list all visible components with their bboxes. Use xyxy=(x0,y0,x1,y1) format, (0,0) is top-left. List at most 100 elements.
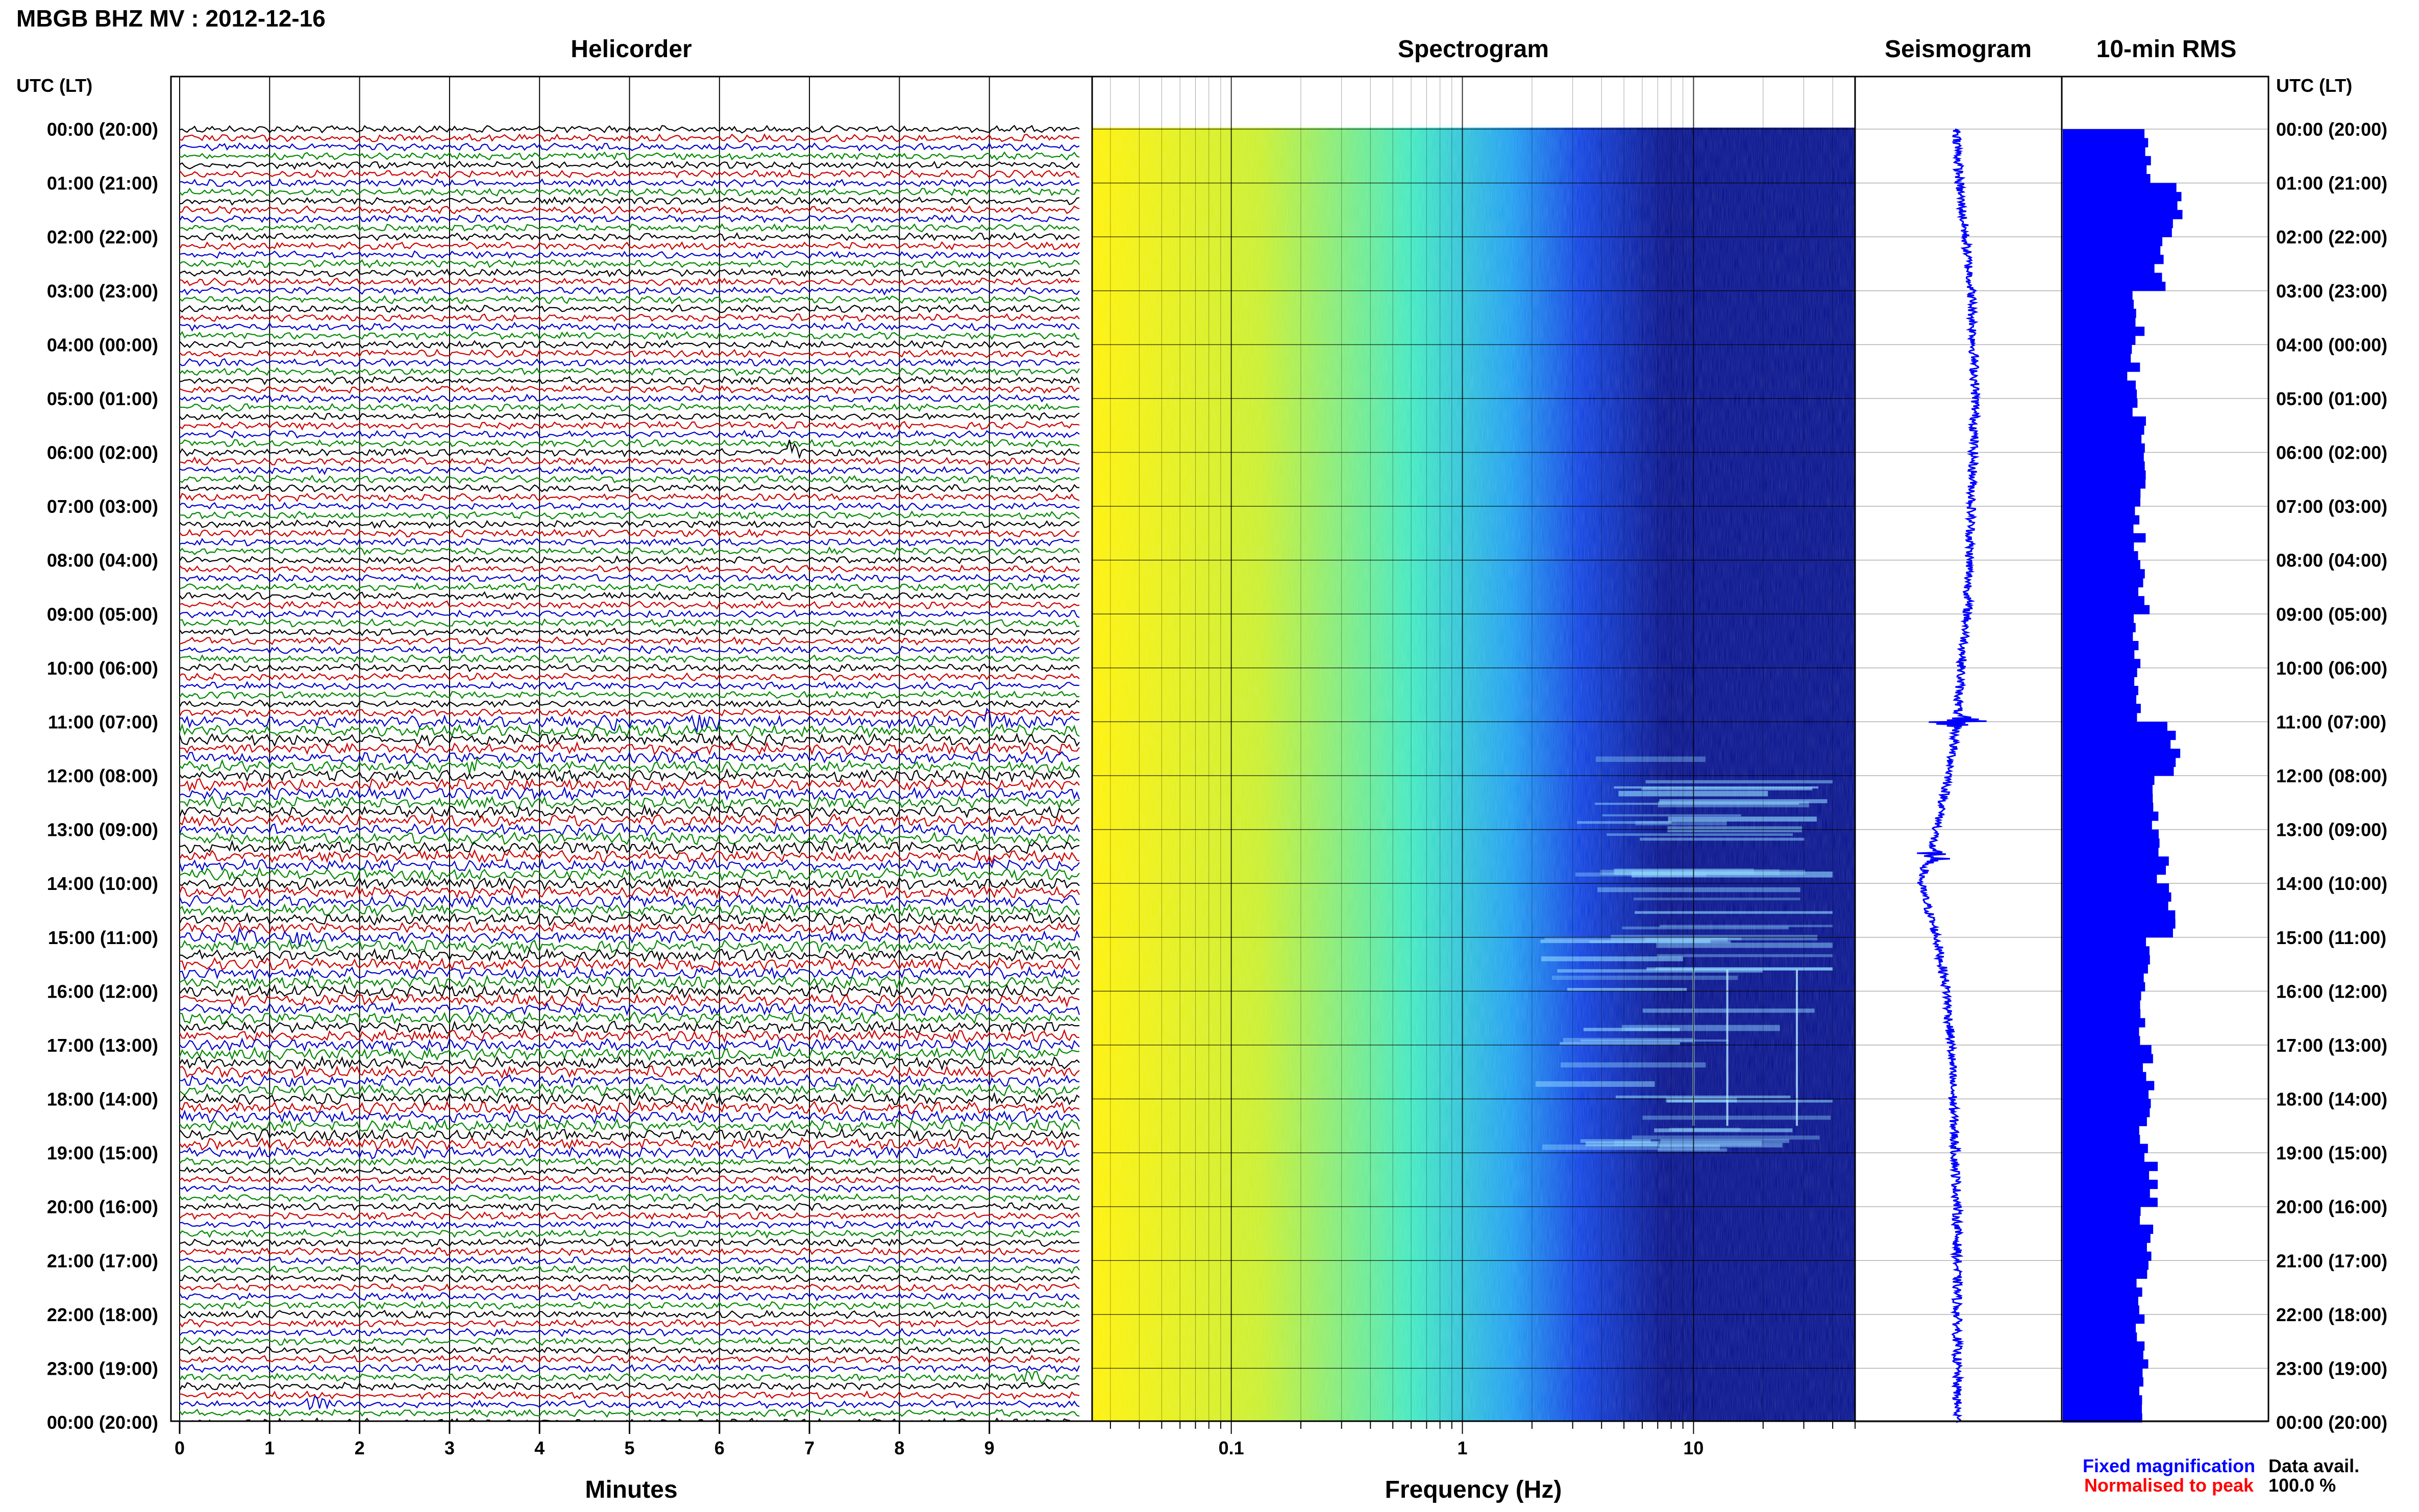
rms-bar xyxy=(2063,506,2135,516)
time-label-right: 16:00 (12:00) xyxy=(2276,981,2387,1002)
helicorder-trace xyxy=(179,484,1080,493)
rms-bar xyxy=(2063,497,2140,507)
rms-bar xyxy=(2063,344,2132,354)
rms-bar xyxy=(2063,1404,2142,1414)
rms-bar xyxy=(2063,542,2134,552)
rms-bar xyxy=(2063,820,2152,830)
availability-value: 100.0 % xyxy=(2268,1475,2336,1496)
rms-bar xyxy=(2063,156,2151,165)
helicorder-trace xyxy=(179,707,1080,733)
rms-bar xyxy=(2063,1243,2147,1252)
helicorder-trace xyxy=(179,403,1080,412)
helicorder-trace xyxy=(179,912,1080,927)
spectrogram-activity-band xyxy=(1657,1148,1727,1152)
helicorder-trace xyxy=(179,1237,1080,1248)
helicorder-trace xyxy=(179,1001,1080,1017)
helicorder-trace xyxy=(179,331,1080,341)
rms-bar xyxy=(2063,1216,2140,1225)
spectrogram-activity-band xyxy=(1646,967,1833,971)
spectrogram-activity-band xyxy=(1668,816,1817,822)
rms-bar xyxy=(2063,237,2163,246)
spectrogram-activity-band xyxy=(1567,987,1687,992)
helicorder-trace xyxy=(179,1055,1080,1071)
helicorder-trace xyxy=(179,591,1080,601)
helicorder-trace xyxy=(179,196,1080,206)
rms-bar xyxy=(2063,587,2139,597)
helicorder-trace xyxy=(179,1010,1080,1025)
helicorder-trace xyxy=(179,672,1080,682)
spectrogram-activity xyxy=(1535,756,1833,1152)
rms-bar xyxy=(2063,263,2155,274)
helicorder-trace xyxy=(179,519,1080,529)
helicorder-trace xyxy=(179,1065,1080,1079)
rms-bar xyxy=(2063,1153,2144,1162)
helicorder-trace xyxy=(179,849,1080,865)
helicorder-trace xyxy=(179,169,1080,179)
rms-bar xyxy=(2063,1117,2147,1126)
rms-bar xyxy=(2063,353,2131,363)
time-label-right: 08:00 (04:00) xyxy=(2276,550,2387,571)
rms-bar xyxy=(2063,632,2133,641)
rms-bar xyxy=(2063,317,2136,327)
rms-bar xyxy=(2063,1027,2139,1036)
rms-bar xyxy=(2063,829,2159,839)
helicorder-trace xyxy=(179,1300,1080,1310)
rms-bar xyxy=(2063,1224,2154,1234)
helicorder-trace xyxy=(179,510,1080,520)
rms-bar xyxy=(2063,1269,2148,1279)
rms-bar xyxy=(2063,1089,2149,1100)
time-label-left: 04:00 (00:00) xyxy=(47,334,158,355)
time-label-left: 05:00 (01:00) xyxy=(47,388,158,409)
helicorder-trace xyxy=(179,1346,1080,1355)
rms-bar xyxy=(2063,327,2145,336)
helicorder-trace xyxy=(179,250,1080,260)
spectrogram-activity-band xyxy=(1581,1039,1729,1042)
time-label-left: 13:00 (09:00) xyxy=(47,820,158,840)
helicorder-trace xyxy=(179,965,1080,981)
helicorder-trace xyxy=(179,1265,1080,1274)
helicorder-trace xyxy=(179,223,1080,233)
rms-bar xyxy=(2063,1045,2152,1055)
helicorder-trace xyxy=(179,1408,1080,1418)
rms-bar xyxy=(2063,389,2137,399)
rms-bar xyxy=(2063,1179,2158,1189)
helicorder-trace xyxy=(179,1211,1080,1221)
helicorder-trace xyxy=(179,663,1080,673)
left-time-labels: 00:00 (20:00) 01:00 (21:00) 02:00 (22:00) 0… xyxy=(47,119,158,1433)
rms-bar xyxy=(2063,964,2148,974)
helicorder-trace xyxy=(179,993,1080,1008)
rms-bar xyxy=(2063,1305,2139,1315)
spectrogram-title: Spectrogram xyxy=(1398,36,1549,63)
time-label-left: 00:00 (20:00) xyxy=(47,1412,158,1433)
helicorder-trace xyxy=(179,723,1080,738)
helicorder-trace xyxy=(179,1247,1080,1256)
rms-bar xyxy=(2063,425,2144,435)
time-label-right: 00:00 (20:00) xyxy=(2276,1412,2387,1433)
rms-bar xyxy=(2063,659,2141,668)
spectrogram-activity-band xyxy=(1632,1135,1820,1140)
time-label-right: 13:00 (09:00) xyxy=(2276,820,2387,840)
rms-bar xyxy=(2063,228,2172,237)
helicorder-trace xyxy=(179,786,1080,801)
rms-bar xyxy=(2063,524,2134,534)
helicorder-trace xyxy=(179,339,1080,350)
rms-bar xyxy=(2063,1198,2158,1207)
helicorder-trace xyxy=(179,358,1080,368)
rms-bar xyxy=(2063,641,2139,651)
rms-bar xyxy=(2063,434,2142,444)
rms-bar xyxy=(2063,838,2160,848)
helicorder-trace xyxy=(179,1175,1080,1184)
rms-bar xyxy=(2063,1171,2150,1180)
time-label-left: 16:00 (12:00) xyxy=(47,981,158,1002)
helicorder-trace xyxy=(179,1118,1080,1133)
time-label-right: 17:00 (13:00) xyxy=(2276,1035,2387,1056)
rms-bar xyxy=(2063,1099,2151,1108)
helicorder-trace xyxy=(179,600,1080,610)
helicorder-trace xyxy=(179,654,1080,663)
rms-bar xyxy=(2063,901,2168,911)
legend-fixed-magnification: Fixed magnification xyxy=(2083,1455,2255,1476)
rms-bar xyxy=(2063,1009,2141,1019)
rms-bar xyxy=(2063,1161,2158,1171)
helicorder-tick-label: 5 xyxy=(624,1437,634,1458)
spectrogram-activity-band xyxy=(1642,1008,1815,1013)
